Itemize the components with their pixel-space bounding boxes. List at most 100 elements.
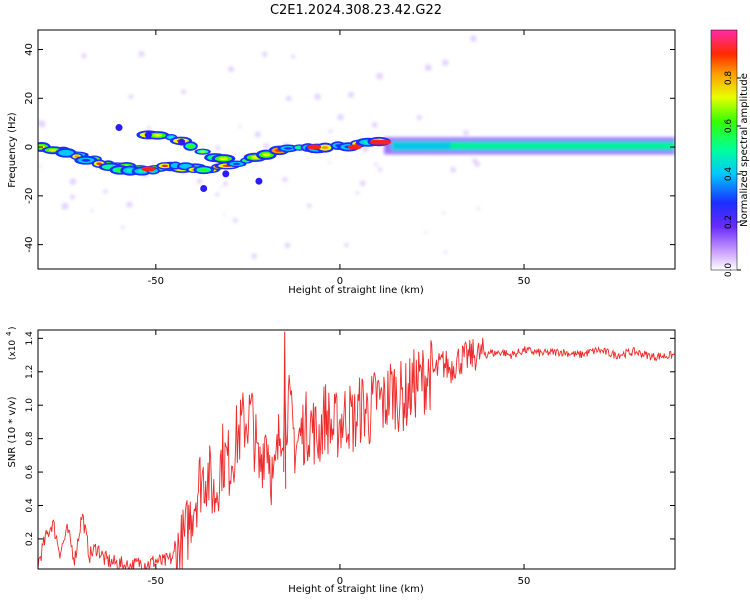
colorbar-ticks: 0.0 0.2 0.4 0.6 0.8	[724, 71, 741, 277]
snr-series-line	[38, 337, 675, 569]
spectrogram-dot	[144, 131, 152, 139]
colorbar-label: Normalized spectral amplitude	[739, 73, 750, 227]
spectrogram-blob-core	[152, 133, 162, 137]
spectrogram-speckle	[128, 94, 134, 100]
spectrogram-speckle	[38, 120, 46, 128]
spectrogram-speckle	[69, 178, 77, 185]
spectrogram-blob-core	[172, 164, 178, 167]
spectrogram-speckle	[443, 250, 447, 254]
spectrogram-peak	[307, 144, 322, 150]
spectrogram-blob-core	[218, 157, 228, 161]
spectrogram-speckle	[424, 64, 432, 72]
spectrogram-speckle	[307, 203, 312, 208]
spectrogram-speckle	[470, 35, 477, 42]
spectrogram-speckle	[103, 189, 108, 194]
spectrogram-speckle	[348, 91, 354, 98]
spectrogram-speckle	[223, 213, 226, 216]
spectrogram-blob-core	[74, 155, 80, 158]
snr-y-ticks: 0.2 0.4 0.6 0.8 1.0 1.2 1.4	[25, 331, 675, 546]
snr-y-tick-label: 0.8	[25, 431, 35, 446]
snr-x-tick-label: 50	[518, 576, 531, 587]
spectrogram-speckle	[138, 51, 145, 57]
spectrogram-y-tick-label: -20	[24, 188, 35, 204]
snr-scale-label: (x10 4 )	[5, 326, 18, 360]
spectrogram-speckle	[196, 178, 203, 184]
spectrogram-speckle	[314, 93, 321, 100]
snr-x-tick-label: -50	[148, 576, 164, 587]
spectrogram-speckle	[215, 145, 221, 150]
spectrogram-speckle	[233, 218, 238, 223]
spectrogram-speckle	[416, 114, 422, 120]
snr-y-tick-label: 0.4	[25, 498, 35, 513]
spectrogram-speckle	[181, 89, 186, 95]
spectrogram-panel: -50 0 50 -40 -20 0 20 40 Height of straight li…	[7, 29, 676, 296]
spectrogram-speckle	[442, 211, 446, 215]
snr-x-ticks: -50 0 50	[148, 330, 531, 587]
spectrogram-cloud	[38, 35, 675, 259]
spectrogram-blob-core	[199, 168, 208, 172]
spectrogram-speckle	[286, 95, 292, 102]
spectrogram-x-tick-label: 0	[337, 276, 343, 287]
spectrogram-blob-core	[96, 162, 102, 166]
snr-y-tick-label: 1.2	[25, 365, 35, 379]
spectrogram-x-tick-label: -50	[148, 276, 164, 287]
spectrogram-blob-core	[61, 151, 70, 155]
spectrogram-blob-core	[199, 150, 206, 153]
spectrogram-speckle	[263, 143, 269, 149]
spectrogram-peak	[141, 166, 156, 172]
spectrogram-speckle	[147, 126, 151, 130]
spectrogram-blob-core	[232, 162, 241, 165]
spectrogram-speckle	[254, 131, 261, 138]
spectrogram-speckle	[238, 125, 242, 129]
spectrogram-speckle	[337, 114, 344, 121]
spectrogram-speckle	[81, 53, 87, 59]
spectrogram-speckle	[474, 161, 480, 167]
spectrogram-dot	[200, 185, 208, 193]
spectrogram-peak	[347, 144, 362, 150]
spectrogram-y-tick-label: -40	[24, 236, 35, 252]
spectrogram-x-ticks: -50 0 50	[148, 30, 530, 287]
colorbar-tick-label: 0.4	[724, 167, 734, 182]
spectrogram-band-core	[450, 143, 675, 149]
snr-scale-close: )	[8, 326, 18, 330]
spectrogram-y-ticks: -40 -20 0 20 40	[24, 43, 675, 253]
spectrogram-blobs	[38, 124, 392, 193]
snr-x-tick-label: 0	[337, 576, 343, 587]
snr-y-tick-label: 0.2	[25, 532, 35, 546]
spectrogram-dot	[222, 170, 230, 178]
spectrogram-speckle	[219, 186, 222, 189]
spectrogram-speckle	[359, 180, 366, 187]
spectrogram-speckle	[328, 129, 333, 134]
spectrogram-frame	[37, 29, 676, 270]
snr-y-tick-label: 1.4	[25, 331, 35, 346]
spectrogram-y-tick-label: 40	[24, 43, 35, 56]
snr-panel: -50 0 50 0.2 0.4 0.6 0.8 1.0 1.2 1.4 Height of s…	[5, 326, 676, 595]
spectrogram-speckle	[424, 231, 427, 234]
spectrogram-y-tick-label: 0	[24, 144, 35, 150]
spectrogram-speckle	[126, 201, 133, 208]
spectrogram-speckle	[355, 191, 360, 195]
spectrogram-blob-core	[262, 153, 271, 157]
colorbar-tick-label: 0.2	[724, 215, 734, 229]
spectrogram-peak	[377, 139, 392, 145]
spectrogram-speckle	[362, 146, 369, 153]
snr-peak-spike	[283, 331, 287, 489]
snr-scale-exponent: 4	[5, 331, 13, 336]
spectrogram-blob-core	[161, 164, 169, 168]
snr-series	[38, 331, 675, 569]
spectrogram-dot	[178, 138, 186, 146]
spectrogram-speckle	[284, 242, 291, 249]
spectrogram-x-label: Height of straight line (km)	[288, 285, 424, 296]
snr-y-tick-label: 0.6	[25, 465, 35, 480]
snr-x-label: Height of straight line (km)	[288, 584, 424, 595]
spectrogram-speckle	[282, 177, 288, 183]
spectrogram-dot	[115, 124, 123, 132]
colorbar-tick-label: 0.6	[724, 119, 734, 134]
spectrogram-speckle	[61, 202, 69, 210]
spectrogram-speckle	[251, 253, 257, 259]
spectrogram-speckle	[376, 72, 383, 80]
spectrogram-heatmap	[38, 35, 675, 259]
spectrogram-blob-core	[48, 148, 57, 152]
spectrogram-speckle	[378, 167, 383, 172]
